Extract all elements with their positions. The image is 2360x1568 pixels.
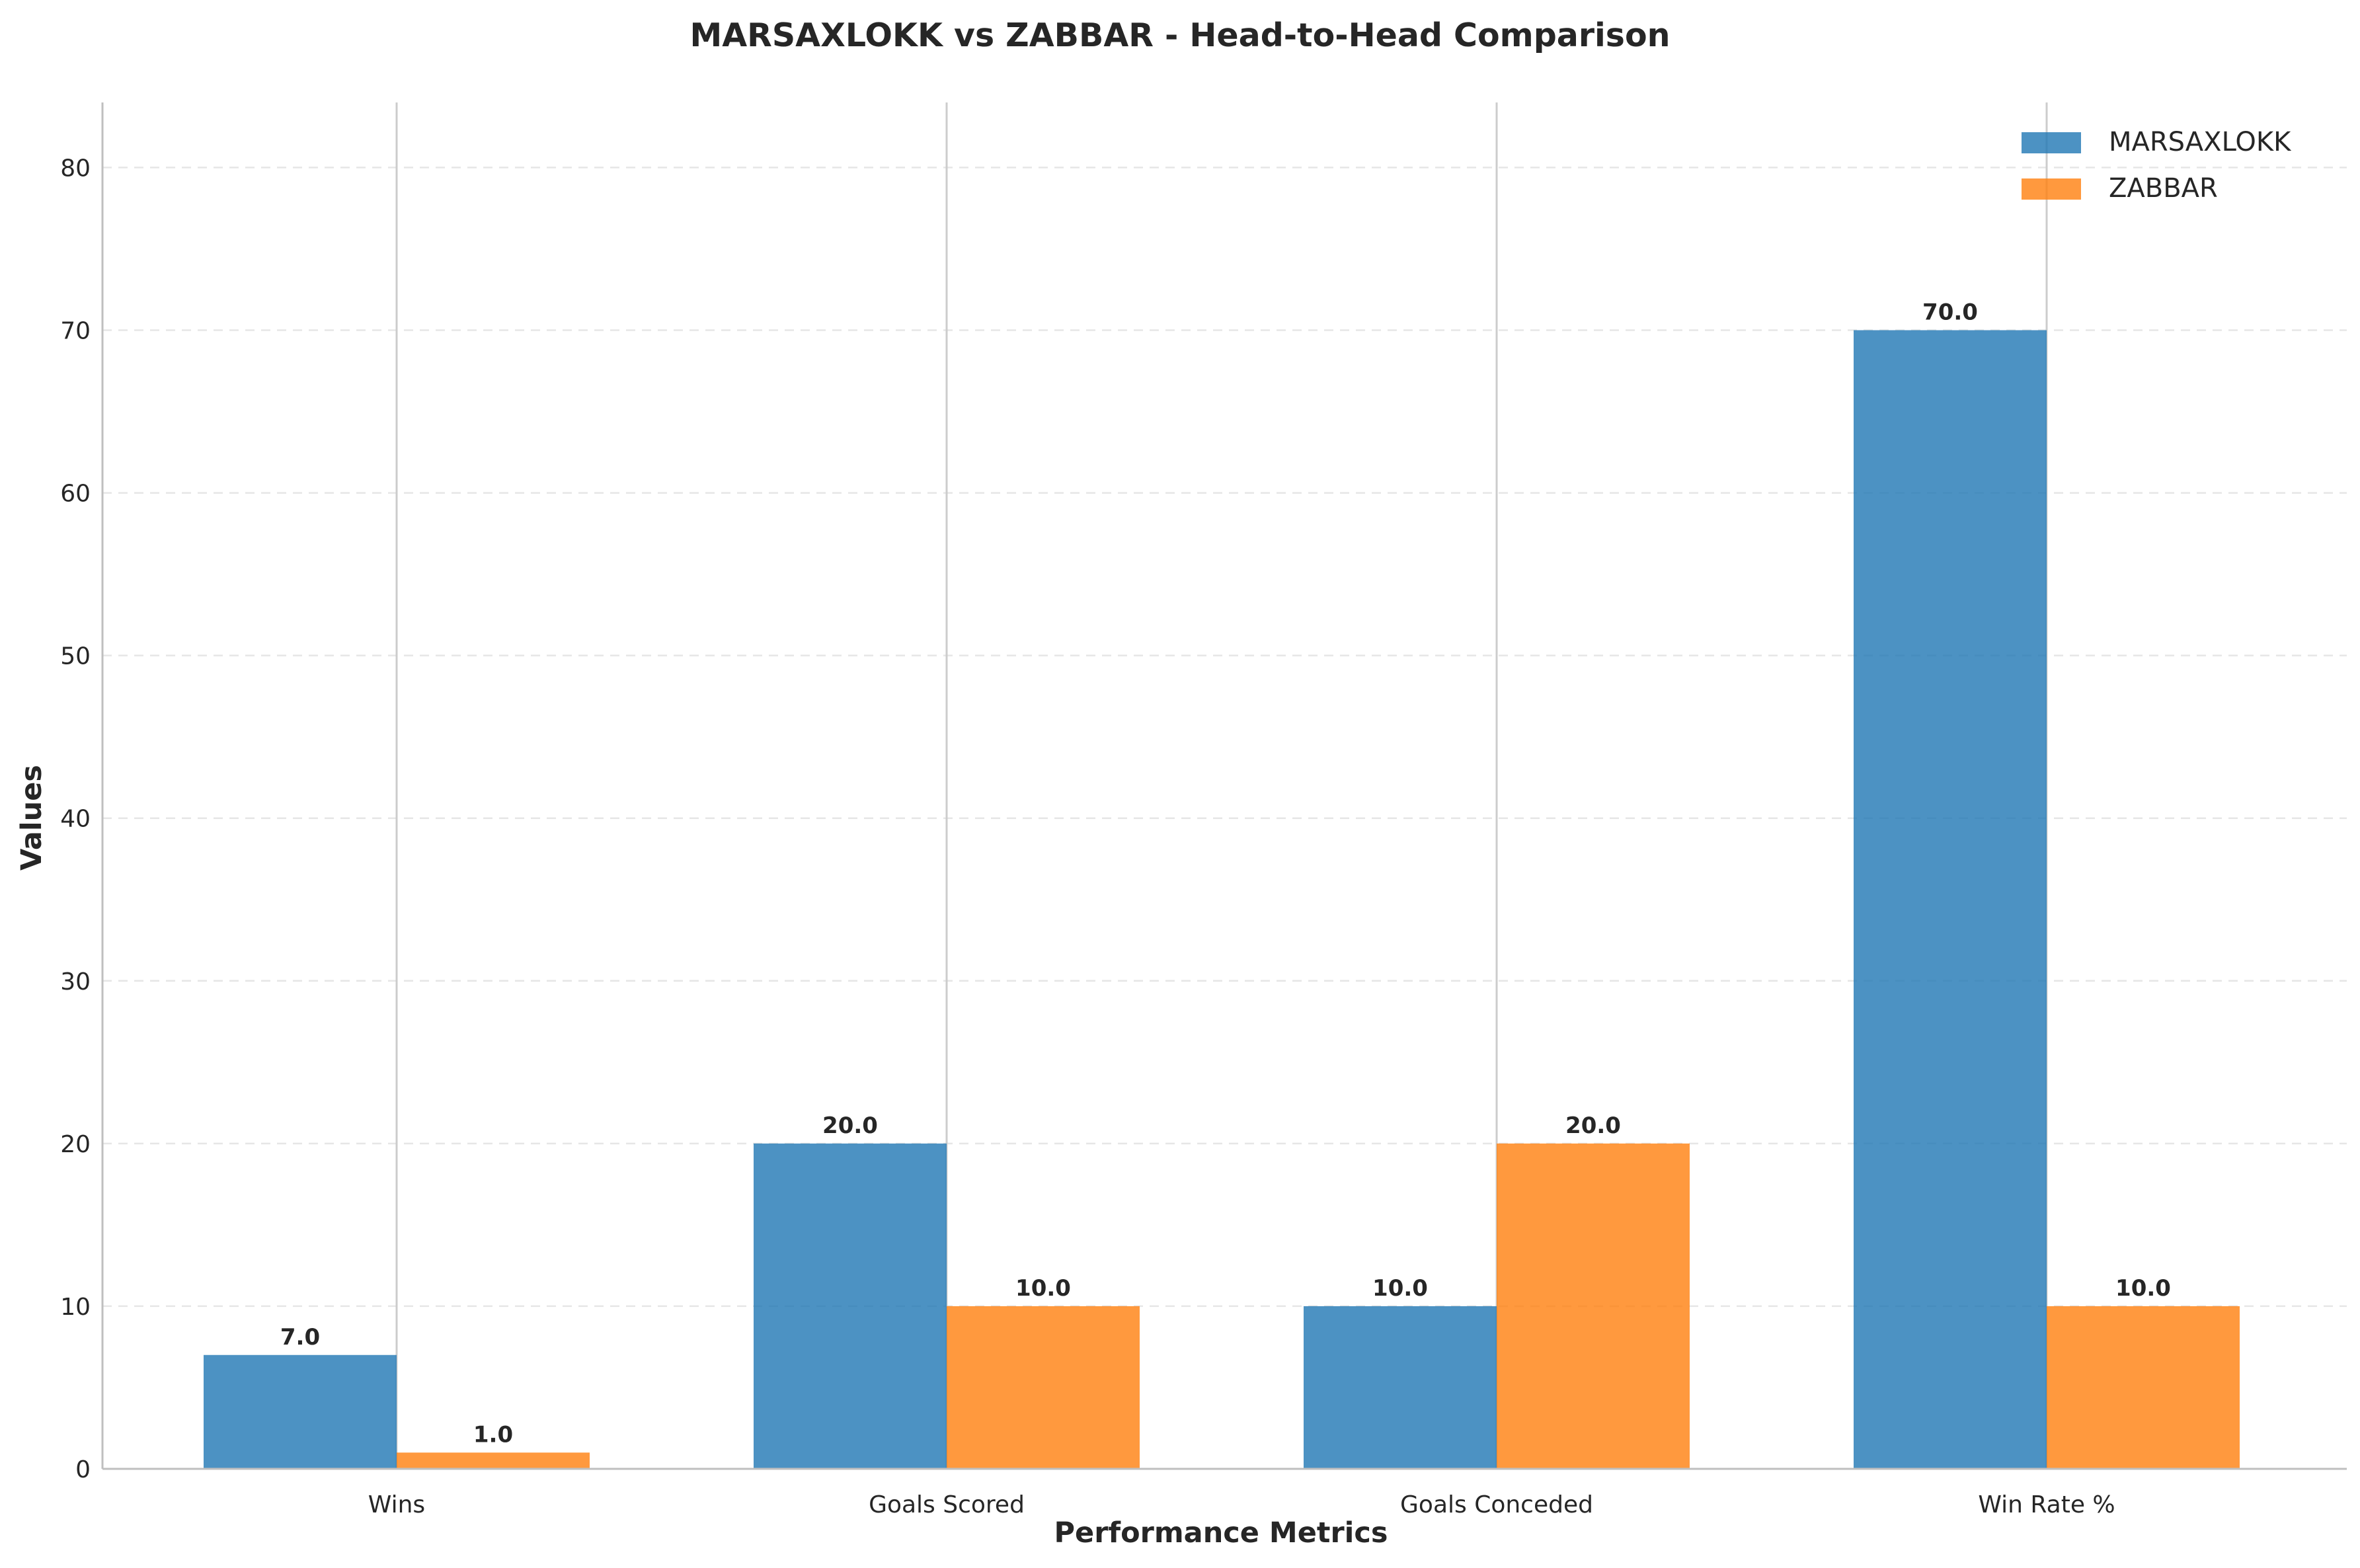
legend-label: ZABBAR (2109, 173, 2218, 204)
bar-zabbar-2 (1497, 1143, 1690, 1469)
data-label: 20.0 (1565, 1113, 1621, 1139)
data-label: 10.0 (1372, 1275, 1428, 1302)
legend-swatch (2022, 132, 2081, 153)
x-tick-label: Goals Scored (869, 1491, 1025, 1518)
legend-swatch (2022, 178, 2081, 200)
bars (204, 330, 2240, 1469)
x-axis-label: Performance Metrics (1054, 1516, 1388, 1549)
x-tick-label: Wins (368, 1491, 425, 1518)
tick-labels: 0 10 20 30 40 50 60 70 80 Wins Goals Scored Goals C… (60, 155, 2115, 1518)
bar-marsaxlokk-2 (1304, 1306, 1497, 1469)
bar-zabbar-0 (397, 1452, 590, 1469)
bar-marsaxlokk-0 (204, 1354, 397, 1469)
y-tick-label: 20 (60, 1131, 91, 1158)
data-label: 1.0 (473, 1421, 513, 1448)
y-tick-label: 50 (60, 643, 91, 670)
bar-marsaxlokk-3 (1854, 330, 2047, 1469)
data-label: 20.0 (822, 1113, 878, 1139)
bar-marsaxlokk-1 (754, 1143, 947, 1469)
data-label: 70.0 (1922, 299, 1978, 326)
x-tick-label: Goals Conceded (1400, 1491, 1593, 1518)
y-tick-label: 80 (60, 155, 91, 182)
legend-label: MARSAXLOKK (2109, 127, 2292, 157)
y-tick-label: 60 (60, 481, 91, 508)
x-tick-label: Win Rate % (1978, 1491, 2115, 1518)
data-labels: 7.0 20.0 10.0 70.0 1.0 10.0 20.0 10.0 (280, 299, 2171, 1448)
y-tick-label: 10 (60, 1294, 91, 1321)
bar-zabbar-3 (2047, 1306, 2240, 1469)
chart-title: MARSAXLOKK vs ZABBAR - Head-to-Head Comp… (689, 17, 1670, 54)
data-label: 10.0 (2115, 1275, 2171, 1302)
category-gridlines (395, 102, 2048, 1469)
y-axis-label: Values (15, 765, 48, 871)
legend: MARSAXLOKK ZABBAR (2022, 127, 2292, 204)
gridlines (102, 167, 2347, 1308)
y-tick-label: 70 (60, 318, 91, 345)
data-label: 7.0 (280, 1324, 320, 1351)
y-tick-label: 30 (60, 968, 91, 996)
bar-zabbar-1 (947, 1306, 1140, 1469)
axes (101, 102, 2347, 1470)
y-tick-label: 40 (60, 806, 91, 833)
data-label: 10.0 (1015, 1275, 1071, 1302)
y-tick-label: 0 (75, 1456, 91, 1483)
